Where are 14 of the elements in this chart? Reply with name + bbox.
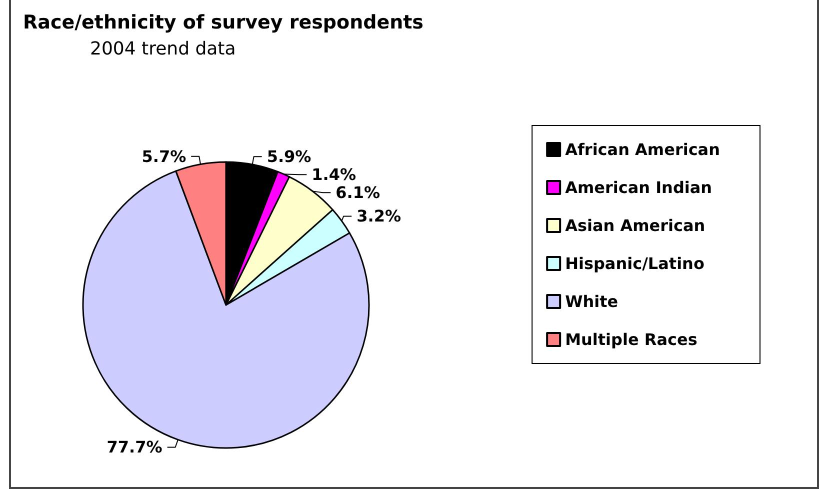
data-label: 1.4% bbox=[312, 165, 356, 184]
legend-label: Multiple Races bbox=[565, 330, 698, 349]
chart-subtitle: 2004 trend data bbox=[90, 38, 236, 60]
legend-label: White bbox=[565, 292, 618, 311]
chart-title: Race/ethnicity of survey respondents bbox=[23, 12, 424, 34]
legend-label: Hispanic/Latino bbox=[565, 254, 704, 273]
data-label: 3.2% bbox=[356, 206, 401, 226]
data-label: 77.7% bbox=[106, 438, 162, 457]
legend-label: Asian American bbox=[565, 216, 706, 235]
data-label: 6.1% bbox=[336, 183, 380, 202]
data-label: 5.7% bbox=[142, 146, 186, 166]
legend-label: American Indian bbox=[565, 178, 712, 197]
data-label: 5.9% bbox=[266, 147, 312, 166]
legend-label: African American bbox=[565, 140, 720, 159]
